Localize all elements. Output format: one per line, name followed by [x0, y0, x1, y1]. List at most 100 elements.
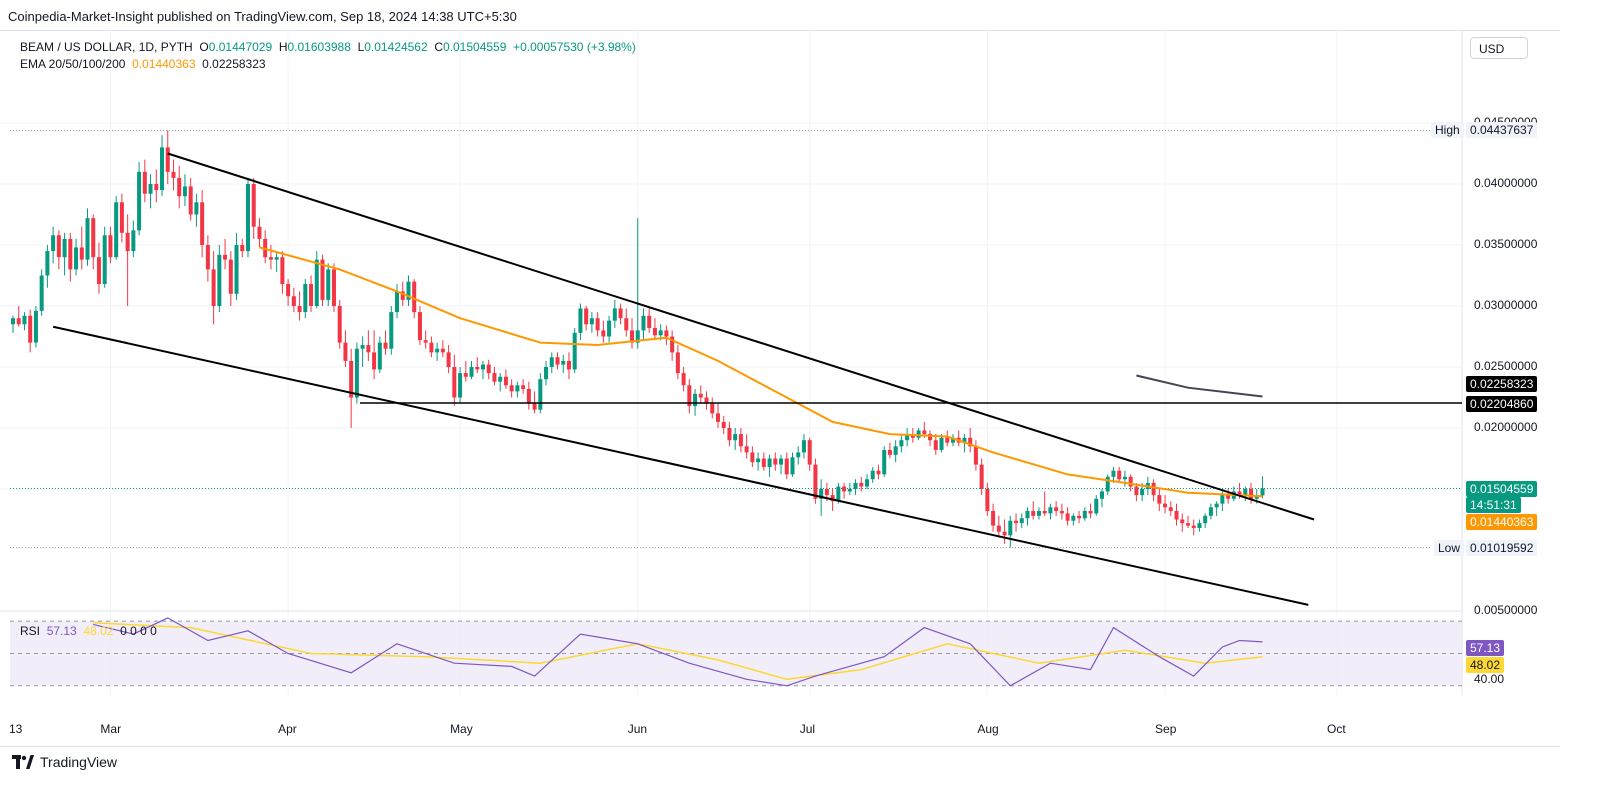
candle [566, 352, 571, 380]
candle [165, 130, 170, 184]
candle [710, 397, 715, 419]
candle [297, 291, 302, 321]
candle-body [882, 449, 887, 475]
candle [1168, 501, 1173, 516]
candle-body [1036, 510, 1041, 516]
candle [458, 367, 463, 404]
candle-body [991, 510, 996, 526]
candle [102, 226, 107, 288]
candle [28, 309, 33, 353]
ema-legend[interactable]: EMA 20/50/100/200 0.01440363 0.02258323 [20, 57, 266, 71]
candle-body [377, 342, 382, 370]
candle [1059, 503, 1064, 520]
price-chart[interactable] [0, 30, 1560, 745]
candle [509, 379, 514, 398]
candle-body [784, 458, 789, 475]
candle-body [801, 440, 806, 453]
rsi-legend[interactable]: RSI 57.13 48.02 0 0 0 0 [20, 624, 157, 638]
candle [205, 235, 210, 282]
countdown-tag: 14:51:31 [1466, 497, 1521, 513]
candle [251, 177, 256, 239]
candle [108, 226, 113, 264]
candle-body [549, 357, 554, 367]
candle [790, 452, 795, 477]
candle-body [647, 315, 652, 328]
candle-body [715, 413, 720, 422]
candle-body [1220, 495, 1225, 504]
candle-body [492, 373, 497, 382]
candle-body [1208, 507, 1213, 516]
rsi-value: 57.13 [46, 624, 77, 638]
candle [114, 196, 119, 260]
rsi-label[interactable]: RSI [20, 624, 41, 638]
candle [257, 218, 262, 248]
low-value-tag: 0.01019592 [1466, 540, 1538, 556]
ema-label[interactable]: EMA 20/50/100/200 [20, 57, 126, 71]
candle [22, 312, 27, 331]
candle-body [165, 147, 170, 172]
candle-body [39, 275, 44, 311]
candle [899, 434, 904, 453]
candle-body [417, 312, 422, 341]
symbol-title[interactable]: BEAM / US DOLLAR, 1D, PYTH [20, 40, 193, 54]
high-value: 0.01603988 [287, 40, 351, 54]
candle-body [664, 330, 669, 337]
candle-body [1151, 482, 1156, 496]
candle [446, 345, 451, 374]
candle [452, 354, 457, 407]
candle [503, 369, 508, 389]
candle-body [790, 457, 795, 475]
symbol-legend[interactable]: BEAM / US DOLLAR, 1D, PYTH O0.01447029 H… [20, 40, 636, 54]
candle-body [612, 308, 617, 321]
currency-button[interactable]: USD [1470, 37, 1528, 59]
candle [945, 430, 950, 447]
candle [1117, 467, 1122, 483]
candle-body [733, 434, 738, 441]
candle-body [234, 245, 239, 294]
close-label: C [434, 40, 443, 54]
candle-body [131, 230, 136, 252]
candle [1197, 519, 1202, 532]
candle-body [779, 458, 784, 465]
candle-body [251, 184, 256, 227]
time-axis-label: Apr [278, 722, 297, 736]
candle-body [1071, 515, 1076, 521]
candle [979, 458, 984, 496]
tradingview-logo-icon [12, 755, 34, 769]
candle [45, 245, 50, 288]
candle-body [389, 312, 394, 349]
candle [68, 232, 73, 282]
candle-body [1099, 491, 1105, 499]
candle [1208, 503, 1213, 520]
candle-body [1111, 470, 1116, 477]
tradingview-logo[interactable]: TradingView [12, 754, 117, 770]
candle-body [79, 247, 84, 260]
candle-body [412, 281, 417, 313]
candle [1077, 510, 1082, 524]
candle-body [1168, 507, 1173, 511]
candle [377, 336, 382, 374]
candle-body [10, 318, 16, 325]
candle [721, 415, 726, 435]
candle [286, 279, 291, 306]
candle-body [1042, 510, 1047, 514]
candle-body [349, 360, 354, 398]
candle-body [704, 397, 709, 404]
price-tick-label: 0.02000000 [1474, 420, 1538, 434]
candle [887, 442, 892, 459]
rsi-ma-line [93, 622, 1263, 681]
candle [950, 434, 955, 447]
candle [33, 306, 38, 348]
candle-body [796, 452, 801, 458]
overlays [10, 130, 1462, 606]
candle-body [458, 373, 463, 398]
low-label: L [357, 40, 365, 54]
candle-body [343, 342, 348, 361]
candle [463, 360, 468, 382]
candle [595, 312, 600, 337]
candle-body [503, 376, 508, 386]
candle-body [526, 388, 531, 404]
candle [687, 379, 692, 414]
candle [39, 269, 44, 316]
candle-body [205, 245, 210, 270]
